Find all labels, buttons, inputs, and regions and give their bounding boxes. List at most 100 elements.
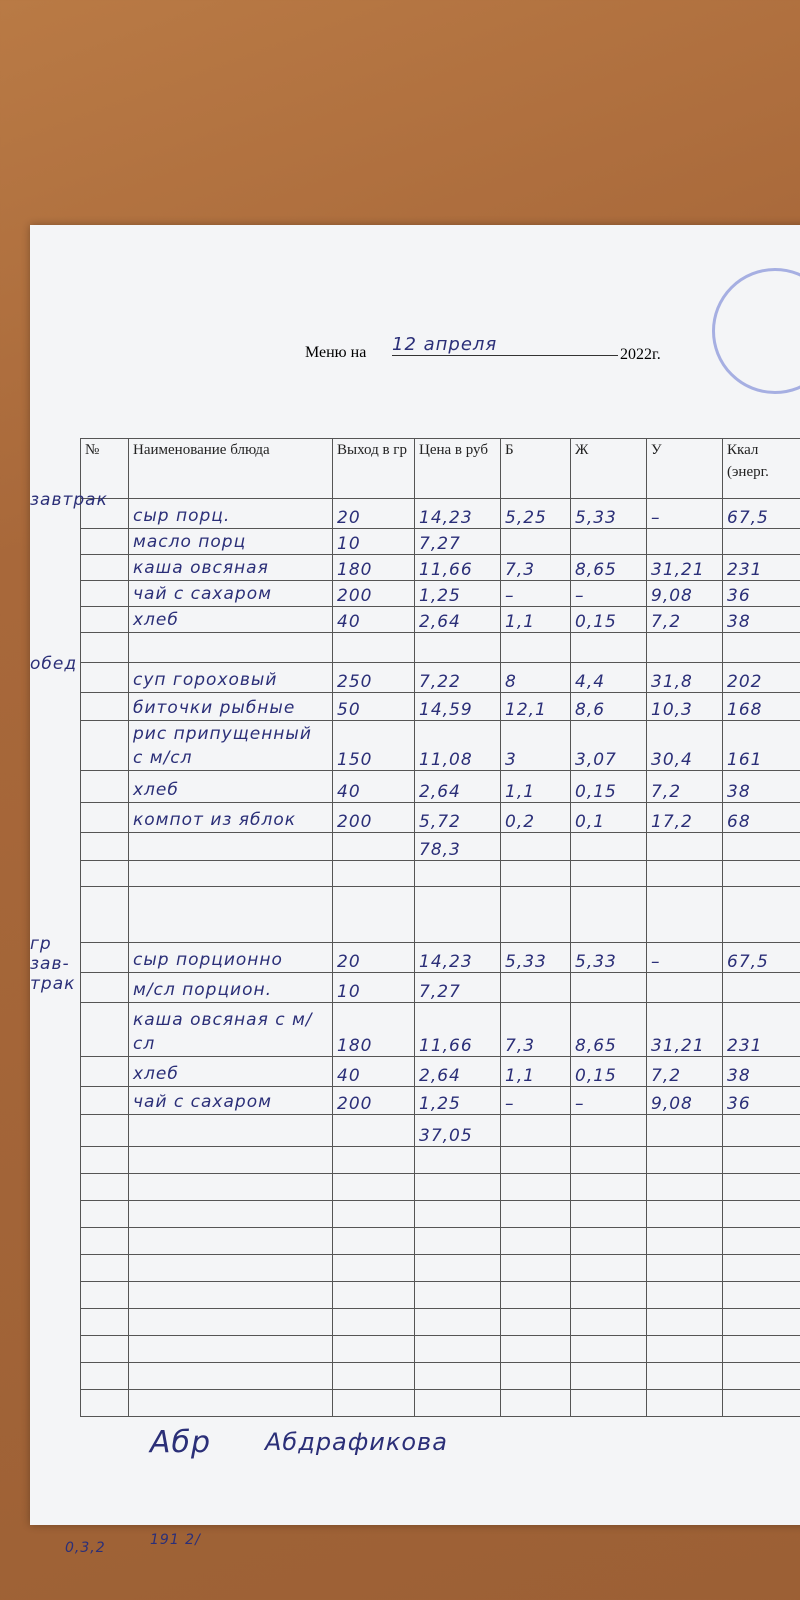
- value-cell: 180: [332, 554, 415, 581]
- value-cell: 11,66: [414, 554, 501, 581]
- value-cell: 36: [722, 1086, 800, 1115]
- value-cell: 150: [332, 720, 415, 771]
- value-cell: [500, 1114, 571, 1147]
- value-cell: 3: [500, 720, 571, 771]
- value-cell: [722, 886, 800, 943]
- value-cell: 168: [722, 692, 800, 721]
- value-cell: [722, 1114, 800, 1147]
- value-cell: [500, 886, 571, 943]
- value-cell: 7,2: [646, 1056, 723, 1087]
- empty-cell: [722, 1308, 800, 1336]
- value-cell: 14,23: [414, 498, 501, 529]
- empty-cell: [722, 1146, 800, 1174]
- number-cell: [80, 942, 129, 973]
- empty-cell: [414, 1308, 501, 1336]
- dish-name: м/сл порцион.: [128, 972, 333, 1003]
- table-row: [80, 886, 800, 943]
- value-cell: 10,3: [646, 692, 723, 721]
- value-cell: [646, 1114, 723, 1147]
- value-cell: 0,2: [500, 802, 571, 833]
- column-header: Выход в гр: [332, 438, 415, 499]
- empty-cell: [414, 1254, 501, 1282]
- empty-row: [80, 1254, 800, 1282]
- number-cell: [80, 606, 129, 633]
- empty-cell: [128, 1254, 333, 1282]
- value-cell: [332, 632, 415, 663]
- dish-name: компот из яблок: [128, 802, 333, 833]
- dish-name: хлеб: [128, 1056, 333, 1087]
- value-cell: [722, 860, 800, 887]
- value-cell: 7,2: [646, 606, 723, 633]
- value-cell: 4,4: [570, 662, 647, 693]
- value-cell: 202: [722, 662, 800, 693]
- table-row: масло порц 10 7,27: [80, 528, 800, 555]
- value-cell: [332, 860, 415, 887]
- value-cell: 7,22: [414, 662, 501, 693]
- table-body: сыр порц. 20 14,23 5,25 5,33–67,5 масло порц 1…: [80, 498, 800, 1417]
- empty-cell: [500, 1389, 571, 1417]
- value-cell: 10: [332, 528, 415, 555]
- empty-cell: [646, 1254, 723, 1282]
- value-cell: 9,08: [646, 580, 723, 607]
- empty-cell: [80, 1254, 129, 1282]
- empty-row: [80, 1308, 800, 1336]
- empty-cell: [332, 1200, 415, 1228]
- number-cell: [80, 720, 129, 771]
- empty-cell: [570, 1362, 647, 1390]
- dish-name: [128, 832, 333, 861]
- empty-cell: [80, 1281, 129, 1309]
- value-cell: 8: [500, 662, 571, 693]
- dish-name: чай с сахаром: [128, 1086, 333, 1115]
- empty-cell: [128, 1335, 333, 1363]
- empty-cell: [570, 1227, 647, 1255]
- value-cell: 11,08: [414, 720, 501, 771]
- empty-cell: [128, 1362, 333, 1390]
- table-row: [80, 632, 800, 663]
- dish-name: рис припущенный с м/сл: [128, 720, 333, 771]
- value-cell: [414, 860, 501, 887]
- value-cell: 7,2: [646, 770, 723, 803]
- empty-cell: [414, 1146, 501, 1174]
- empty-row: [80, 1146, 800, 1174]
- value-cell: 161: [722, 720, 800, 771]
- note: 0,3,2: [65, 1540, 106, 1556]
- empty-cell: [80, 1362, 129, 1390]
- value-cell: [500, 972, 571, 1003]
- column-header: Наименование блюда: [128, 438, 333, 499]
- number-cell: [80, 770, 129, 803]
- dish-name: хлеб: [128, 770, 333, 803]
- empty-cell: [332, 1308, 415, 1336]
- empty-cell: [128, 1281, 333, 1309]
- value-cell: 7,27: [414, 528, 501, 555]
- value-cell: 1,25: [414, 1086, 501, 1115]
- value-cell: 1,1: [500, 770, 571, 803]
- value-cell: 7,3: [500, 1002, 571, 1057]
- dish-name: биточки рыбные: [128, 692, 333, 721]
- empty-cell: [646, 1389, 723, 1417]
- value-cell: [722, 528, 800, 555]
- value-cell: 67,5: [722, 498, 800, 529]
- value-cell: 0,15: [570, 606, 647, 633]
- empty-row: [80, 1200, 800, 1228]
- value-cell: [570, 528, 647, 555]
- value-cell: [570, 886, 647, 943]
- empty-cell: [332, 1254, 415, 1282]
- value-cell: 14,59: [414, 692, 501, 721]
- value-cell: [570, 832, 647, 861]
- value-cell: 31,21: [646, 1002, 723, 1057]
- value-cell: 7,27: [414, 972, 501, 1003]
- value-cell: 30,4: [646, 720, 723, 771]
- table-row: компот из яблок 200 5,72 0,2 0,1 17,2 68: [80, 802, 800, 833]
- table-row: каша овсяная 180 11,66 7,3 8,65 31,21 231: [80, 554, 800, 581]
- empty-cell: [414, 1227, 501, 1255]
- empty-cell: [128, 1227, 333, 1255]
- empty-cell: [646, 1227, 723, 1255]
- empty-cell: [128, 1173, 333, 1201]
- dish-name: каша овсяная: [128, 554, 333, 581]
- signature-name: Абдрафикова: [265, 1428, 448, 1456]
- value-cell: 50: [332, 692, 415, 721]
- empty-cell: [332, 1335, 415, 1363]
- value-cell: 40: [332, 1056, 415, 1087]
- empty-cell: [332, 1362, 415, 1390]
- value-cell: 14,23: [414, 942, 501, 973]
